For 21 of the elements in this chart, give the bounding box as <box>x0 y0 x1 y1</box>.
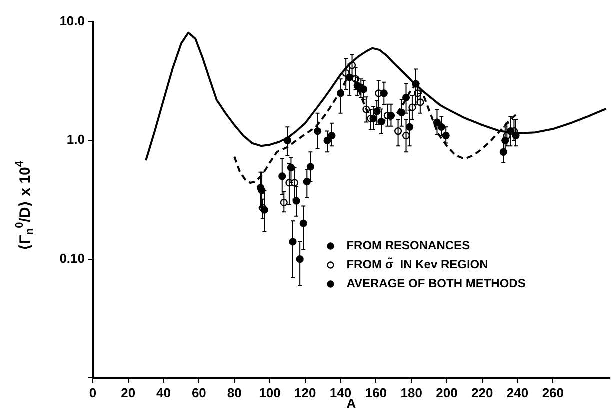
legend-label: FROM σ̃ IN Kev REGION <box>346 258 488 272</box>
x-tick-label: 200 <box>436 385 458 400</box>
x-tick-label: 0 <box>89 385 97 400</box>
x-tick-label: 160 <box>365 385 388 400</box>
x-tick-label: 180 <box>400 385 422 400</box>
x-tick-label: 20 <box>121 385 136 400</box>
y-axis-title: ⟨Γn0/D⟩ x 104 <box>14 160 36 252</box>
x-tick-label: 220 <box>472 385 494 400</box>
x-tick-label: 140 <box>330 385 352 400</box>
y-tick-label: 0.10 <box>60 250 85 266</box>
y-tick-label: 10.0 <box>60 14 85 29</box>
x-tick-label: 240 <box>506 385 529 400</box>
x-tick-label: 100 <box>259 385 281 400</box>
x-tick-label: 80 <box>227 385 242 400</box>
x-tick-label: 120 <box>294 385 316 400</box>
y-tick-label: 1.0 <box>66 132 85 148</box>
legend-label: AVERAGE OF BOTH METHODS <box>346 276 526 291</box>
x-tick-label: 260 <box>542 385 564 400</box>
x-tick-label: 40 <box>156 385 172 400</box>
legend-label: FROM RESONANCES <box>346 238 470 253</box>
x-tick-label: 60 <box>192 385 206 400</box>
